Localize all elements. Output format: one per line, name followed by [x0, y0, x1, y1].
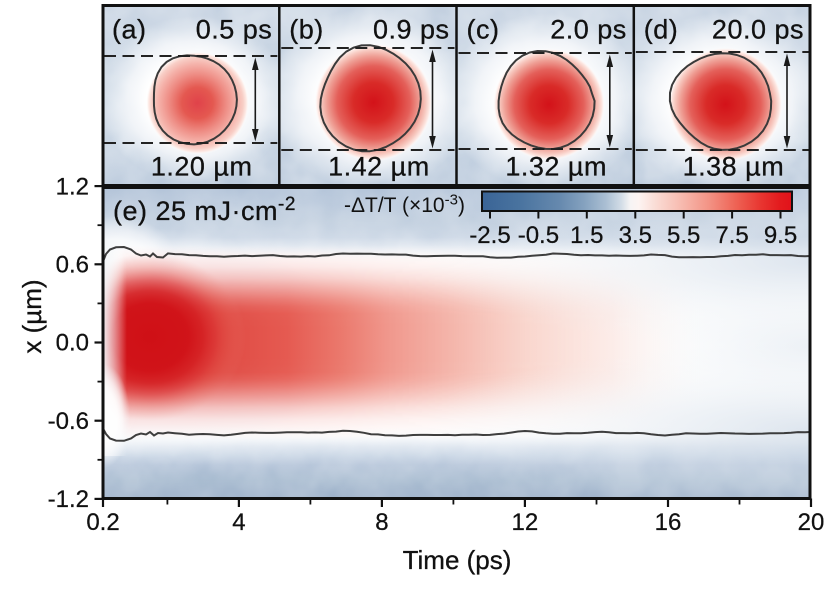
svg-text:1.20 µm: 1.20 µm [151, 152, 253, 182]
svg-text:0.6: 0.6 [56, 252, 89, 279]
svg-text:5.5: 5.5 [667, 222, 700, 249]
svg-text:2.0 ps: 2.0 ps [550, 15, 627, 45]
svg-text:1.2: 1.2 [56, 173, 89, 200]
svg-text:7.5: 7.5 [715, 222, 748, 249]
svg-text:(a): (a) [112, 15, 147, 45]
svg-text:-1.2: -1.2 [48, 486, 89, 513]
svg-text:1.38 µm: 1.38 µm [683, 152, 785, 182]
svg-text:-0.6: -0.6 [48, 408, 89, 435]
svg-text:-2.5: -2.5 [469, 222, 510, 249]
svg-text:Time (ps): Time (ps) [403, 545, 512, 575]
svg-text:4: 4 [232, 509, 245, 536]
svg-text:0.0: 0.0 [56, 330, 89, 357]
svg-text:(b): (b) [289, 15, 324, 45]
svg-text:12: 12 [512, 509, 539, 536]
svg-text:8: 8 [375, 509, 388, 536]
svg-text:3.5: 3.5 [619, 222, 652, 249]
svg-text:16: 16 [655, 509, 682, 536]
svg-text:0.9 ps: 0.9 ps [373, 15, 450, 45]
svg-text:20: 20 [798, 509, 825, 536]
svg-text:20.0 ps: 20.0 ps [712, 15, 804, 45]
svg-text:x (µm): x (µm) [17, 279, 47, 353]
svg-text:1.32 µm: 1.32 µm [505, 152, 607, 182]
svg-text:(e) 25 mJ·cm-2: (e) 25 mJ·cm-2 [113, 194, 296, 226]
svg-text:9.5: 9.5 [764, 222, 797, 249]
svg-text:1.5: 1.5 [570, 222, 603, 249]
svg-text:(c): (c) [467, 15, 500, 45]
svg-text:(d): (d) [644, 15, 679, 45]
svg-text:0.2: 0.2 [86, 509, 119, 536]
svg-text:-0.5: -0.5 [518, 222, 559, 249]
svg-text:1.42 µm: 1.42 µm [328, 152, 430, 182]
svg-text:-ΔT/T (×10-3): -ΔT/T (×10-3) [344, 192, 465, 218]
svg-text:0.5 ps: 0.5 ps [196, 15, 273, 45]
